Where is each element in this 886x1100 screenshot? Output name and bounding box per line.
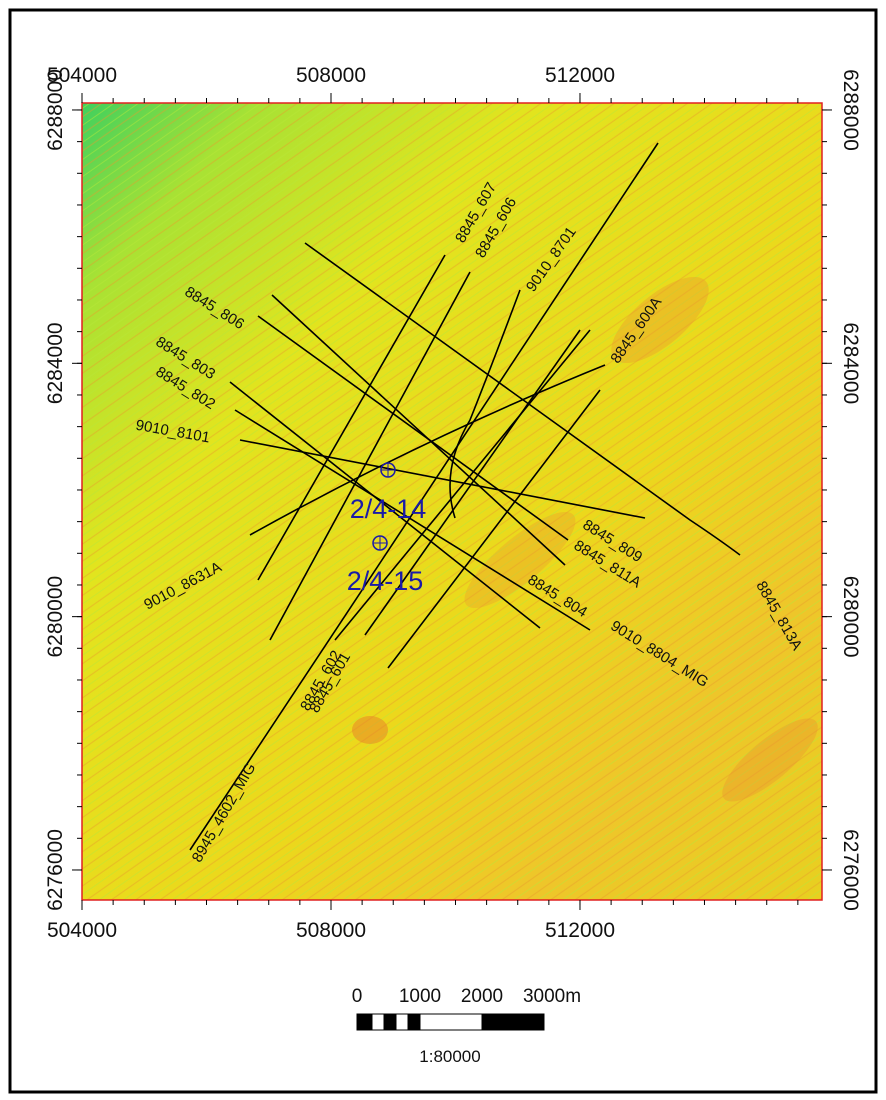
scale-bar-label: 2000 — [461, 986, 503, 1007]
x-tick-label: 512000 — [545, 64, 615, 87]
y-tick-label: 6280000 — [44, 576, 67, 658]
y-tick-label: 6276000 — [839, 829, 862, 911]
scale-bar-label: 0 — [352, 986, 363, 1007]
y-tick-label: 6280000 — [839, 576, 862, 658]
scale-bar-segment — [408, 1014, 420, 1030]
map-raster — [82, 103, 829, 900]
y-tick-label: 6276000 — [44, 829, 67, 911]
well-label: 2/4-14 — [350, 494, 427, 524]
x-tick-label: 504000 — [47, 919, 117, 942]
map-page: 5040005040005080005080005120005120006276… — [0, 0, 886, 1100]
scale-bar-segment — [482, 1014, 544, 1030]
y-tick-label: 6284000 — [839, 322, 862, 404]
y-tick-label: 6288000 — [839, 69, 862, 151]
y-tick-label: 6284000 — [44, 322, 67, 404]
x-tick-label: 508000 — [296, 919, 366, 942]
scale-bar-segment — [396, 1014, 408, 1030]
scale-bar-label: 1000 — [399, 986, 441, 1007]
scale-bar-label: 3000m — [523, 986, 581, 1007]
scale-bar-segment — [420, 1014, 482, 1030]
scale-ratio: 1:80000 — [419, 1047, 480, 1066]
x-tick-label: 508000 — [296, 64, 366, 87]
scale-bar-segment — [384, 1014, 396, 1030]
scale-bar-segment — [357, 1014, 372, 1030]
y-tick-label: 6288000 — [44, 69, 67, 151]
x-tick-label: 512000 — [545, 919, 615, 942]
scale-bar-segment — [372, 1014, 384, 1030]
well-label: 2/4-15 — [347, 566, 424, 596]
